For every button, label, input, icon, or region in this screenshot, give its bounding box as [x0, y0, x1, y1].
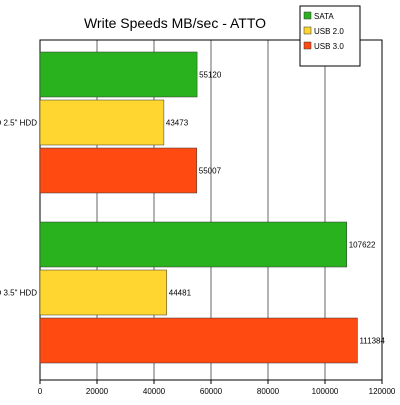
bar — [39, 221, 347, 268]
legend-swatch — [303, 41, 312, 50]
bar — [39, 317, 358, 364]
bar — [39, 147, 198, 194]
legend-label: SATA — [314, 12, 334, 21]
data-label: 107622 — [349, 241, 376, 250]
bar — [39, 269, 168, 316]
data-label: 55007 — [199, 167, 222, 176]
legend-label: USB 2.0 — [314, 27, 344, 36]
chart-title: Write Speeds MB/sec - ATTO — [84, 15, 266, 31]
bar — [39, 51, 198, 98]
data-label: 55120 — [199, 71, 222, 80]
data-label: 111384 — [359, 337, 385, 346]
x-tick-label: 120000 — [369, 387, 396, 396]
legend-label: USB 3.0 — [314, 42, 344, 51]
category-label: WD 3.5" HDD — [0, 289, 37, 298]
bar — [39, 99, 165, 146]
legend-swatch — [303, 11, 312, 20]
x-tick-label: 0 — [38, 387, 43, 396]
legend-swatch — [303, 26, 312, 35]
category-label: WD 2.5" HDD — [0, 119, 37, 128]
data-label: 43473 — [166, 119, 189, 128]
x-tick-label: 80000 — [257, 387, 280, 396]
data-label: 44481 — [169, 289, 192, 298]
x-tick-label: 100000 — [312, 387, 339, 396]
x-tick-label: 40000 — [143, 387, 166, 396]
x-tick-label: 60000 — [200, 387, 223, 396]
x-tick-label: 20000 — [86, 387, 109, 396]
